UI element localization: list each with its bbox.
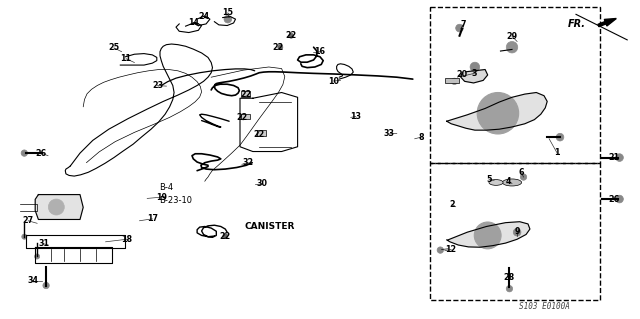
- Text: 5: 5: [486, 175, 492, 184]
- Text: 29: 29: [506, 32, 518, 41]
- Ellipse shape: [489, 180, 503, 185]
- Polygon shape: [447, 222, 530, 247]
- Text: 20: 20: [456, 70, 468, 78]
- Ellipse shape: [502, 179, 522, 186]
- Circle shape: [224, 15, 232, 23]
- Circle shape: [474, 222, 501, 249]
- Circle shape: [556, 133, 564, 141]
- Text: 1: 1: [554, 148, 559, 157]
- Polygon shape: [461, 70, 488, 83]
- Text: 11: 11: [120, 54, 132, 63]
- Text: 32: 32: [243, 158, 254, 167]
- Text: 33: 33: [383, 130, 395, 138]
- Circle shape: [244, 92, 249, 97]
- Circle shape: [22, 234, 27, 239]
- Bar: [257, 130, 266, 136]
- Text: 12: 12: [445, 245, 457, 254]
- Bar: [445, 78, 459, 83]
- Text: 13: 13: [350, 112, 362, 121]
- Circle shape: [21, 150, 28, 156]
- Text: 16: 16: [314, 47, 326, 56]
- Text: 22: 22: [220, 232, 231, 241]
- Circle shape: [437, 247, 444, 253]
- Circle shape: [616, 154, 623, 161]
- Text: 27: 27: [22, 216, 34, 225]
- Circle shape: [451, 78, 458, 85]
- Circle shape: [49, 199, 64, 215]
- Text: 21: 21: [609, 153, 620, 162]
- Text: CANISTER: CANISTER: [244, 222, 295, 231]
- Circle shape: [278, 45, 283, 50]
- Text: 28: 28: [504, 273, 515, 282]
- Text: 10: 10: [328, 77, 339, 85]
- Bar: [241, 114, 250, 119]
- Text: 22: 22: [272, 43, 284, 52]
- Circle shape: [43, 282, 49, 289]
- Text: 22: 22: [253, 130, 264, 139]
- Bar: [241, 91, 250, 97]
- Text: 34: 34: [28, 276, 39, 285]
- Circle shape: [477, 93, 518, 134]
- Bar: [430, 7, 600, 163]
- Text: 31: 31: [38, 239, 49, 248]
- Circle shape: [520, 174, 527, 180]
- Circle shape: [470, 62, 479, 72]
- Text: B-4
B-23-10: B-4 B-23-10: [159, 183, 192, 205]
- Text: 4: 4: [506, 177, 511, 186]
- Circle shape: [506, 41, 518, 53]
- Text: 22: 22: [240, 90, 252, 99]
- Text: FR.: FR.: [568, 19, 586, 29]
- Circle shape: [616, 195, 623, 203]
- Text: 30: 30: [257, 179, 268, 188]
- Circle shape: [35, 254, 40, 259]
- Text: 9: 9: [515, 227, 520, 236]
- Text: 24: 24: [198, 12, 209, 21]
- Text: 26: 26: [35, 149, 47, 158]
- Text: 2: 2: [449, 200, 454, 209]
- Text: S103 E0100A: S103 E0100A: [518, 302, 570, 311]
- Bar: [430, 163, 600, 300]
- Text: 22: 22: [236, 113, 248, 122]
- Circle shape: [223, 234, 228, 239]
- Text: 15: 15: [222, 8, 234, 17]
- Text: 14: 14: [188, 19, 199, 27]
- Polygon shape: [35, 195, 83, 219]
- Circle shape: [456, 24, 463, 32]
- Text: 7: 7: [461, 20, 466, 29]
- FancyArrow shape: [598, 19, 616, 27]
- Text: 17: 17: [147, 214, 158, 223]
- Text: 3: 3: [472, 69, 477, 78]
- Circle shape: [506, 286, 513, 292]
- Text: 25: 25: [108, 43, 120, 52]
- Text: 26: 26: [609, 195, 620, 204]
- Text: 6: 6: [519, 168, 524, 177]
- Circle shape: [513, 228, 521, 236]
- Text: 19: 19: [156, 193, 167, 202]
- Polygon shape: [447, 93, 547, 130]
- Circle shape: [289, 33, 294, 38]
- Circle shape: [241, 115, 246, 120]
- Circle shape: [257, 131, 262, 137]
- Text: 8: 8: [419, 133, 424, 142]
- Text: 22: 22: [285, 31, 296, 40]
- Text: 23: 23: [152, 81, 163, 90]
- Text: 18: 18: [121, 235, 132, 244]
